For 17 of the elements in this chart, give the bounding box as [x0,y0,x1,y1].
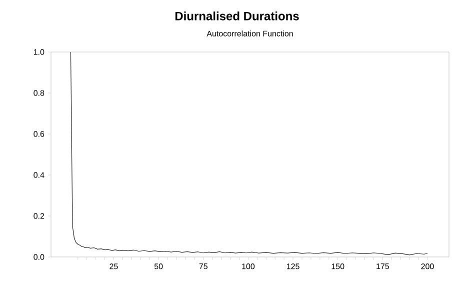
y-tick-label: 0.8 [34,90,44,96]
x-tick-label: 150 [332,264,344,270]
chart-title: Diurnalised Durations [175,12,299,20]
x-tick-label: 200 [421,264,434,270]
x-tick-label: 175 [376,264,389,270]
y-tick-label: 0.6 [34,131,44,137]
x-tick-label: 100 [242,264,255,270]
y-tick-label: 1.0 [34,49,44,55]
x-tick-label: 50 [154,264,163,270]
x-tick-label: 25 [110,264,118,270]
chart-subtitle: Autocorrelation Function [206,30,293,36]
x-tick-label: 75 [199,264,208,270]
line-series [70,52,428,256]
y-tick-label: 0.2 [34,213,44,219]
y-tick-label: 0.4 [34,172,44,178]
x-tick-label: 125 [286,264,300,270]
y-tick-label: 0.0 [34,254,44,260]
